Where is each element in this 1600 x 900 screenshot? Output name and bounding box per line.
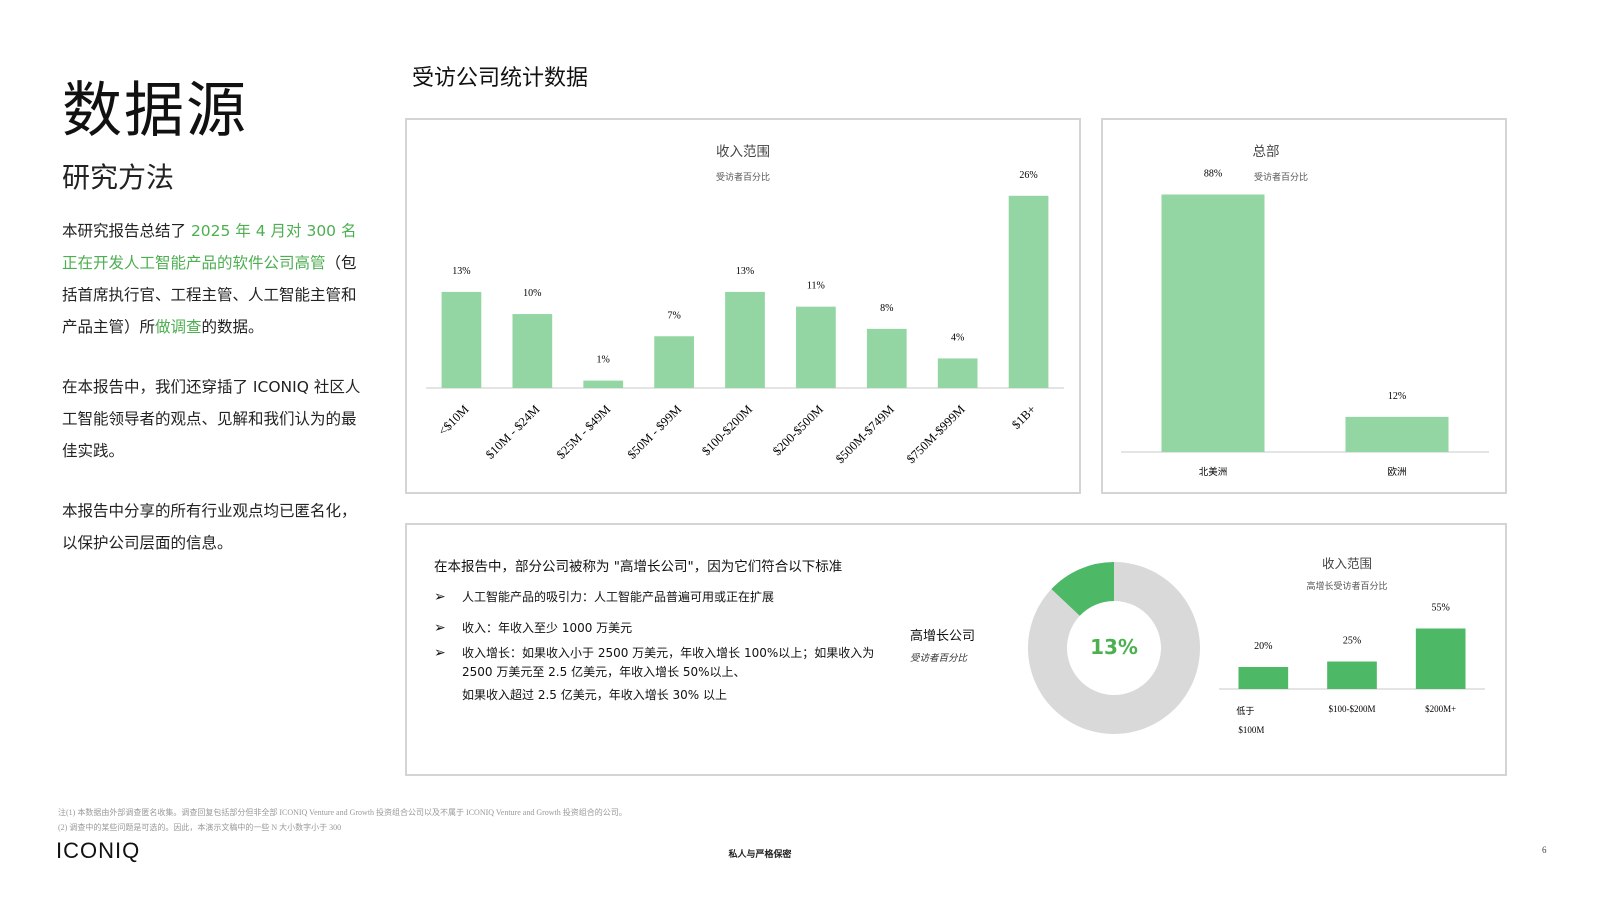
- category-tick-label: 欧洲: [1387, 466, 1406, 478]
- hq-chart-title: 总部: [1252, 144, 1280, 160]
- criteria-item: ➢ 收入增长：如果收入小于 2500 万美元，年收入增长 100%以上；如果收入…: [434, 644, 899, 682]
- bar-value-label: 4%: [951, 332, 964, 343]
- hg-revenue-chart-title: 收入范围: [1321, 556, 1372, 571]
- criteria-item: ➢ 人工智能产品的吸引力：人工智能产品普遍可用或正在扩展: [434, 588, 899, 607]
- category-tick-label: $25M - $49M: [554, 402, 614, 462]
- category-tick-label: <$10M: [436, 402, 472, 438]
- revenue-range-panel: 收入范围 受访者百分比 13% <$10M 10% $10M - $24M 1% $25M…: [405, 118, 1081, 494]
- bar-value-label: 25%: [1343, 636, 1361, 647]
- donut-slice-high-growth: [1051, 562, 1114, 616]
- bar: [866, 328, 907, 388]
- category-tick-label: $750M-$999M: [904, 402, 968, 466]
- category-tick-label: $1B+: [1009, 402, 1039, 432]
- section-title: 受访公司统计数据: [412, 66, 589, 91]
- page-number: 6: [1542, 845, 1547, 855]
- footnote-1: 注(1) 本数据由外部调查匿名收集。调查回复包括部分但非全部 ICONIQ Ve…: [58, 808, 627, 817]
- arrow-bullet-icon: ➢: [434, 589, 446, 605]
- iconiq-logo: ICONIQ: [56, 838, 141, 863]
- revenue-chart-title: 收入范围: [716, 144, 770, 160]
- bar-value-label: 55%: [1431, 603, 1449, 614]
- donut-center-value: 13%: [1025, 635, 1203, 659]
- criteria-item-text: 人工智能产品的吸引力：人工智能产品普遍可用或正在扩展: [462, 590, 775, 604]
- category-tick-label: $100-$200M: [1329, 704, 1376, 714]
- bar: [441, 291, 482, 388]
- category-tick-label: 北美洲: [1199, 466, 1228, 478]
- revenue-range-chart: 13% <$10M 10% $10M - $24M 1% $25M - $49M 7% $50…: [426, 170, 1064, 466]
- bar-value-label: 13%: [452, 266, 470, 277]
- category-tick-label: 低于: [1236, 705, 1254, 716]
- intro-text-a: 本研究报告总结了: [62, 222, 191, 240]
- bar-value-label: 7%: [667, 310, 680, 321]
- donut-sublabel: 受访者百分比: [910, 653, 968, 664]
- bar-value-label: 8%: [880, 303, 893, 314]
- section-subtitle: 研究方法: [62, 161, 175, 194]
- category-tick-label: $500M-$749M: [833, 402, 897, 466]
- bar-value-label: 13%: [736, 266, 754, 277]
- bar: [654, 336, 694, 388]
- intro-highlight-survey: 2025 年 4 月对 300 名正在开发人工智能产品的软件公司高管: [62, 222, 357, 272]
- criteria-item-continuation: 如果收入超过 2.5 亿美元，年收入增长 30% 以上: [462, 688, 728, 702]
- bar-value-label: 11%: [807, 281, 825, 292]
- intro-text-c: （包括首席执行官、工程主管、人工智能主管和产品主管）所: [62, 254, 357, 336]
- bar: [1327, 661, 1377, 689]
- category-tick-label: $200-$500M: [770, 402, 826, 458]
- bar: [796, 306, 836, 388]
- bar: [583, 380, 624, 388]
- criteria-item-text: 收入增长：如果收入小于 2500 万美元，年收入增长 100%以上；如果收入为 …: [462, 646, 875, 679]
- footnote-2: (2) 调查中的某些问题是可选的。因此，本演示文稿中的一些 N 大小数字小于 3…: [58, 823, 342, 832]
- page-title: 数据源: [62, 76, 248, 146]
- intro-text-e: 的数据。: [201, 318, 264, 336]
- arrow-bullet-icon: ➢: [434, 620, 446, 636]
- headquarters-chart: 88% 北美洲 12% 欧洲: [1121, 168, 1489, 478]
- bar: [1345, 416, 1449, 452]
- intro-highlight-survey-link: 做调查: [155, 318, 202, 336]
- bar-value-label: 26%: [1019, 170, 1037, 181]
- bar-value-label: 12%: [1388, 391, 1406, 402]
- bar-value-label: 1%: [597, 355, 610, 366]
- anonymity-paragraph: 本报告中分享的所有行业观点均已匿名化，以保护公司层面的信息。: [62, 502, 357, 552]
- bar-value-label: 20%: [1254, 641, 1272, 652]
- category-tick-label: $10M - $24M: [483, 402, 543, 462]
- revenue-chart-subtitle: 受访者百分比: [715, 173, 770, 183]
- hq-chart-subtitle: 受访者百分比: [1253, 173, 1308, 183]
- bar: [1161, 194, 1265, 453]
- headquarters-panel: 总部 受访者百分比 88% 北美洲 12% 欧洲: [1101, 118, 1507, 494]
- bar: [725, 291, 765, 388]
- community-paragraph: 在本报告中，我们还穿插了 ICONIQ 社区人工智能领导者的观点、见解和我们认为…: [62, 378, 361, 460]
- criteria-item: ➢ 收入：年收入至少 1000 万美元: [434, 619, 899, 638]
- confidential-label: 私人与严格保密: [728, 850, 792, 860]
- bar: [1238, 667, 1289, 689]
- bar: [512, 314, 553, 388]
- hg-revenue-chart-subtitle: 高增长受访者百分比: [1306, 582, 1388, 592]
- category-tick-label: $200M+: [1425, 704, 1456, 714]
- criteria-title: 在本报告中，部分公司被称为 "高增长公司"，因为它们符合以下标准: [434, 559, 843, 575]
- bar-value-label: 88%: [1204, 168, 1222, 179]
- high-growth-revenue-chart: 20% 低于 $100M 25% $100-$200M 55% $200M+: [1219, 603, 1485, 735]
- bar: [1415, 628, 1466, 689]
- bar: [937, 358, 978, 388]
- donut-center-text: 13%: [1090, 635, 1138, 659]
- donut-slice-other: [1028, 562, 1200, 734]
- category-tick-label: $100-$200M: [699, 402, 755, 458]
- donut-label: 高增长公司: [910, 629, 976, 644]
- intro-paragraph: 本研究报告总结了 2025 年 4 月对 300 名正在开发人工智能产品的软件公…: [62, 215, 362, 343]
- criteria-list: ➢ 人工智能产品的吸引力：人工智能产品普遍可用或正在扩展 ➢ 收入：年收入至少 …: [434, 588, 899, 705]
- criteria-item-text: 收入：年收入至少 1000 万美元: [462, 621, 633, 635]
- high-growth-panel: 在本报告中，部分公司被称为 "高增长公司"，因为它们符合以下标准 ➢ 人工智能产…: [405, 523, 1507, 776]
- category-tick-label: $50M - $99M: [625, 402, 685, 462]
- category-tick-label: $100M: [1238, 725, 1264, 735]
- arrow-bullet-icon: ➢: [434, 645, 446, 661]
- high-growth-donut: [1028, 562, 1200, 734]
- bar-value-label: 10%: [523, 288, 541, 299]
- bar: [1008, 195, 1049, 388]
